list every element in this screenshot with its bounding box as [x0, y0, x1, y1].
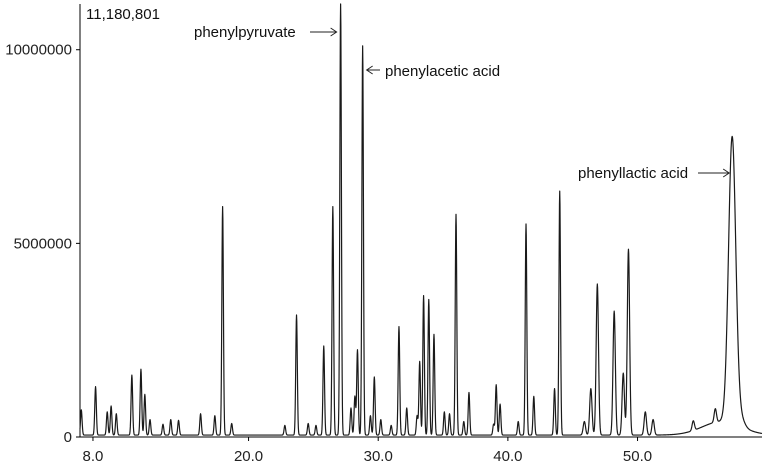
- y-tick-label: 10000000: [5, 42, 72, 59]
- chart-axes: 0 5000000 10000000 8.0 20.0 30.0 40.0 50.0: [5, 4, 762, 465]
- peak-annotation: phenyllactic acid: [578, 165, 731, 182]
- chromatogram-trace: [79, 3, 763, 436]
- x-tick-label: 30.0: [364, 448, 393, 465]
- x-tick-label: 40.0: [493, 448, 522, 465]
- arrow-head: [330, 27, 338, 37]
- peak-annotation: phenylpyruvate: [194, 24, 338, 41]
- peak-annotation: phenylacetic acid: [365, 63, 500, 80]
- x-tick-label: 50.0: [623, 448, 652, 465]
- x-tick-label: 8.0: [83, 448, 104, 465]
- annotation-label: phenylacetic acid: [385, 63, 500, 80]
- y-tick-label: 0: [64, 429, 72, 446]
- x-tick-label: 20.0: [234, 448, 263, 465]
- peak-annotations: phenylpyruvate phenylacetic acid phenyllac…: [194, 24, 731, 182]
- max-intensity-label: 11,180,801: [86, 6, 160, 23]
- y-tick-label: 5000000: [14, 235, 72, 252]
- arrow-head: [722, 168, 731, 178]
- arrow-head: [365, 65, 373, 75]
- annotation-label: phenyllactic acid: [578, 165, 688, 182]
- annotation-label: phenylpyruvate: [194, 24, 296, 41]
